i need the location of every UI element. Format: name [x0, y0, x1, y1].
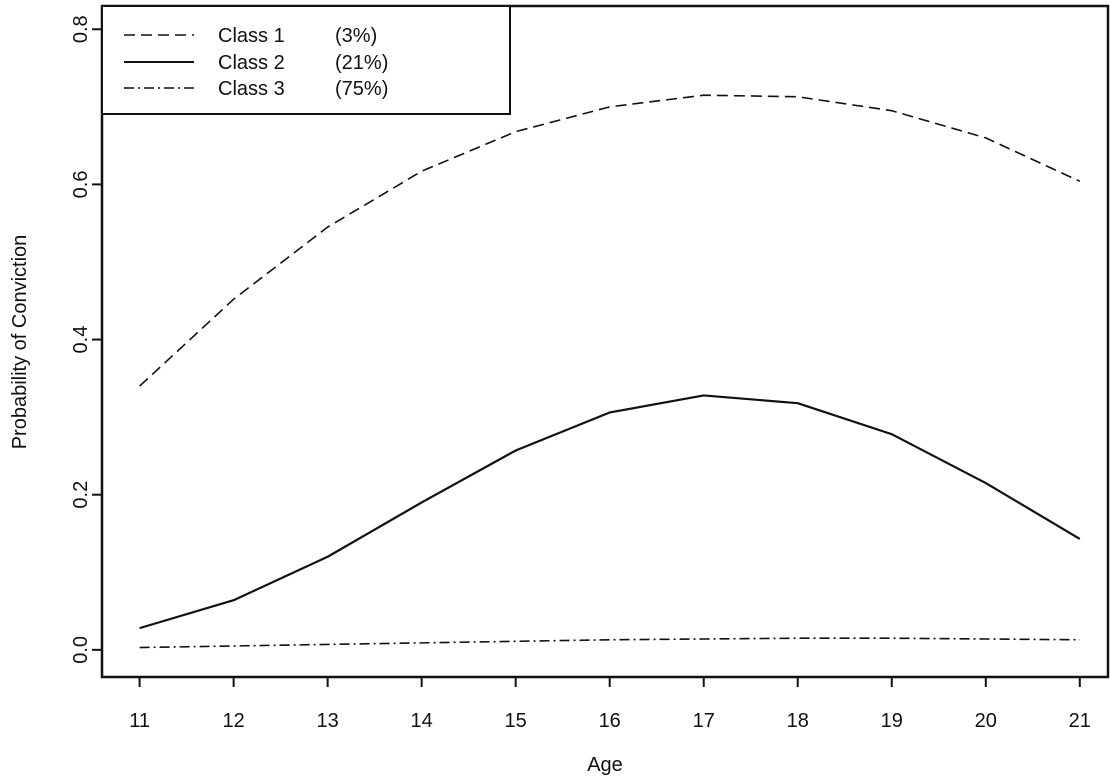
x-axis-title: Age	[587, 754, 623, 776]
y-tick-label: 0.4	[70, 326, 92, 354]
legend-box	[101, 5, 511, 115]
x-tick-label: 14	[411, 710, 433, 732]
plot-frame	[100, 4, 1110, 679]
series-line-class-3	[139, 637, 1080, 649]
y-axis: 0.0 0.2 0.4 0.6 0.8	[70, 15, 102, 664]
legend-label-class-2: Class 2	[218, 52, 285, 74]
x-tick-label: 18	[787, 710, 809, 732]
y-tick-label: 0.0	[70, 636, 92, 664]
x-axis: 11 12 13 14 15 16 17 18 19 20 21	[129, 677, 1091, 732]
legend-share-class-1: (3%)	[335, 25, 377, 47]
x-tick-label: 17	[693, 710, 715, 732]
y-tick-label: 0.2	[70, 481, 92, 509]
x-tick-label: 20	[975, 710, 997, 732]
legend-label-class-3: Class 3	[218, 78, 285, 100]
legend-share-class-2: (21%)	[335, 52, 388, 74]
legend: Class 1 (3%) Class 2 (21%) Class 3 (75%)	[101, 5, 511, 115]
x-tick-label: 21	[1069, 710, 1091, 732]
x-tick-label: 13	[317, 710, 339, 732]
x-tick-label: 12	[223, 710, 245, 732]
series-line-class-2	[139, 394, 1081, 630]
y-tick-label: 0.8	[70, 15, 92, 43]
y-tick-label: 0.6	[70, 171, 92, 199]
legend-share-class-3: (75%)	[335, 78, 388, 100]
x-tick-label: 19	[881, 710, 903, 732]
series-layer	[139, 94, 1081, 649]
x-tick-label: 16	[599, 710, 621, 732]
x-tick-label: 11	[129, 710, 150, 732]
series-line-class-1	[139, 94, 1081, 387]
x-tick-label: 15	[505, 710, 527, 732]
legend-label-class-1: Class 1	[218, 25, 285, 47]
y-axis-title: Probability of Conviction	[9, 235, 31, 450]
